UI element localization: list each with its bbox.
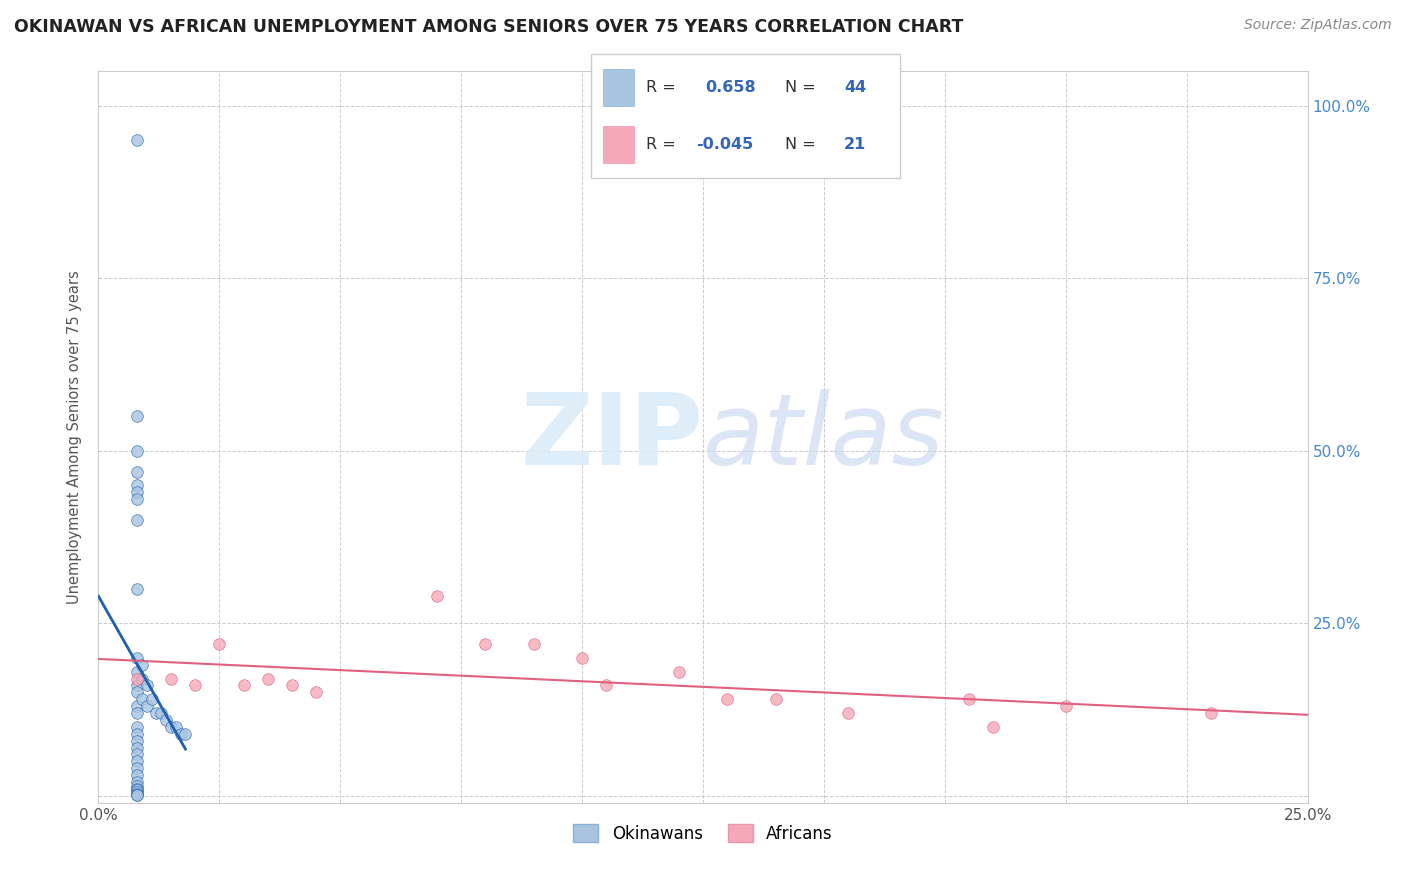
Point bbox=[131, 672, 153, 686]
Point bbox=[474, 637, 496, 651]
Point bbox=[716, 692, 738, 706]
Point bbox=[127, 788, 149, 802]
FancyBboxPatch shape bbox=[591, 54, 900, 178]
Point bbox=[1054, 699, 1077, 714]
Point bbox=[127, 706, 149, 720]
Point bbox=[127, 651, 149, 665]
Point bbox=[127, 747, 149, 762]
Point bbox=[127, 761, 149, 775]
Point bbox=[127, 775, 149, 789]
Point bbox=[127, 133, 149, 147]
Point bbox=[127, 788, 149, 802]
Text: R =: R = bbox=[647, 79, 676, 95]
Point bbox=[232, 678, 254, 692]
Point bbox=[127, 492, 149, 507]
Text: 21: 21 bbox=[844, 137, 866, 153]
Point bbox=[127, 685, 149, 699]
Point bbox=[141, 692, 163, 706]
Text: N =: N = bbox=[786, 137, 815, 153]
Point bbox=[256, 672, 278, 686]
Point bbox=[981, 720, 1004, 734]
Point bbox=[127, 678, 149, 692]
Point bbox=[174, 727, 197, 741]
Point bbox=[426, 589, 449, 603]
Point bbox=[145, 706, 167, 720]
Text: -0.045: -0.045 bbox=[696, 137, 754, 153]
Point bbox=[127, 783, 149, 797]
Point bbox=[668, 665, 690, 679]
Point bbox=[169, 727, 191, 741]
Text: OKINAWAN VS AFRICAN UNEMPLOYMENT AMONG SENIORS OVER 75 YEARS CORRELATION CHART: OKINAWAN VS AFRICAN UNEMPLOYMENT AMONG S… bbox=[14, 18, 963, 36]
Text: 44: 44 bbox=[844, 79, 866, 95]
Point bbox=[184, 678, 207, 692]
Point bbox=[571, 651, 593, 665]
Point bbox=[127, 720, 149, 734]
Point bbox=[127, 582, 149, 596]
Point bbox=[127, 755, 149, 769]
Point bbox=[305, 685, 328, 699]
Point bbox=[281, 678, 304, 692]
Point bbox=[155, 713, 177, 727]
Point bbox=[127, 727, 149, 741]
Point bbox=[160, 720, 183, 734]
Point bbox=[1199, 706, 1222, 720]
Point bbox=[131, 657, 153, 672]
Text: R =: R = bbox=[647, 137, 676, 153]
Point bbox=[957, 692, 980, 706]
Point bbox=[135, 699, 157, 714]
Point bbox=[127, 485, 149, 500]
Point bbox=[127, 409, 149, 424]
Point bbox=[127, 787, 149, 801]
Point bbox=[208, 637, 231, 651]
Point bbox=[127, 699, 149, 714]
Point bbox=[127, 740, 149, 755]
Point bbox=[165, 720, 187, 734]
Point bbox=[127, 443, 149, 458]
Text: atlas: atlas bbox=[703, 389, 945, 485]
Point bbox=[595, 678, 617, 692]
Point bbox=[765, 692, 787, 706]
Point bbox=[127, 782, 149, 797]
Text: ZIP: ZIP bbox=[520, 389, 703, 485]
Point bbox=[131, 692, 153, 706]
Point bbox=[523, 637, 546, 651]
Point bbox=[135, 678, 157, 692]
Y-axis label: Unemployment Among Seniors over 75 years: Unemployment Among Seniors over 75 years bbox=[67, 270, 83, 604]
Text: 0.658: 0.658 bbox=[704, 79, 755, 95]
Point bbox=[127, 779, 149, 793]
Bar bbox=[603, 69, 634, 106]
Point bbox=[127, 465, 149, 479]
Text: Source: ZipAtlas.com: Source: ZipAtlas.com bbox=[1244, 18, 1392, 32]
Point bbox=[150, 706, 173, 720]
Point bbox=[127, 478, 149, 492]
Point bbox=[127, 672, 149, 686]
Text: N =: N = bbox=[786, 79, 815, 95]
Point bbox=[837, 706, 859, 720]
Point bbox=[160, 672, 183, 686]
Point bbox=[127, 513, 149, 527]
Point bbox=[127, 665, 149, 679]
Point bbox=[127, 733, 149, 747]
Bar bbox=[603, 126, 634, 163]
Point bbox=[127, 768, 149, 782]
Legend: Okinawans, Africans: Okinawans, Africans bbox=[567, 818, 839, 849]
Point bbox=[127, 785, 149, 799]
